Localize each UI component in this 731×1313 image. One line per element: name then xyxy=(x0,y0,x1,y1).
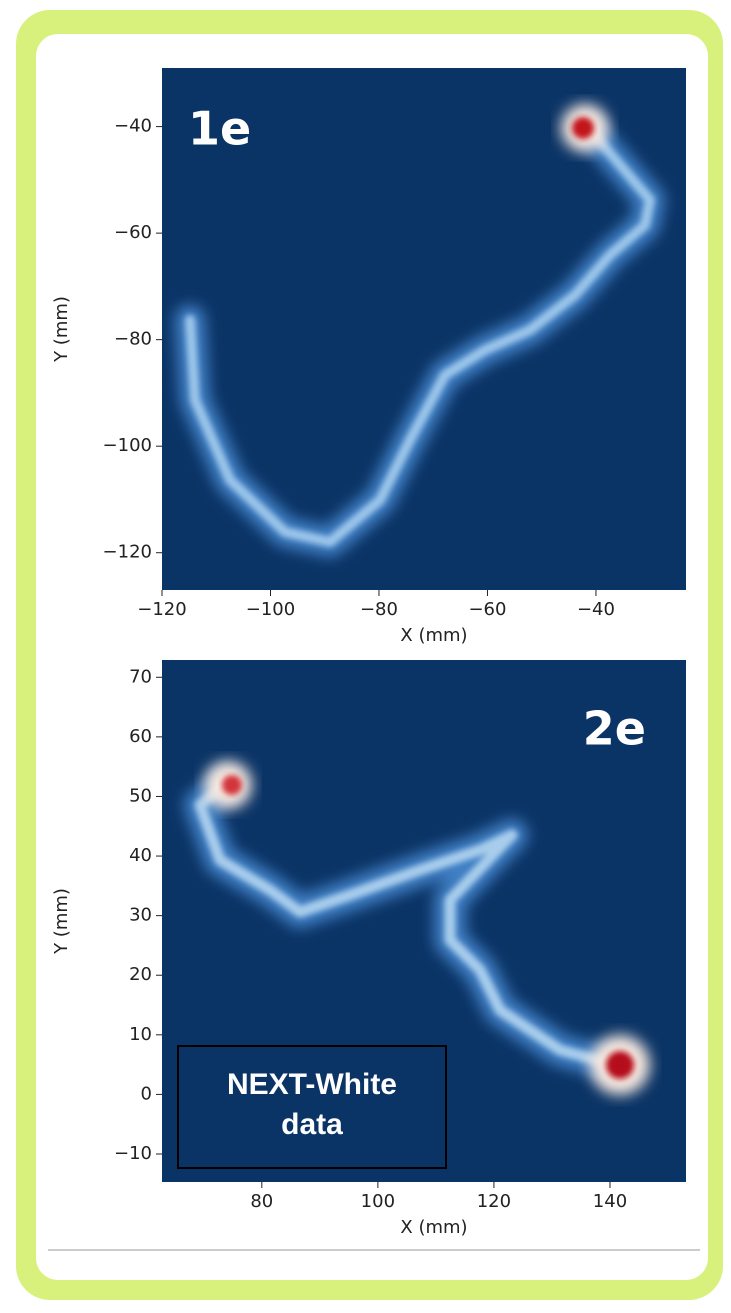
y-tick-label: 30 xyxy=(129,905,152,926)
annotation: data xyxy=(281,1108,343,1141)
y-tick-label: 50 xyxy=(129,785,152,806)
x-tick-label: −80 xyxy=(360,599,398,620)
x-tick-label: 80 xyxy=(250,1191,273,1212)
x-tick-label: 100 xyxy=(361,1191,395,1212)
page: −120−100−80−60−40−40−60−80−100−120X (mm)… xyxy=(0,0,731,1309)
y-tick-label: 40 xyxy=(129,845,152,866)
y-tick-label: 10 xyxy=(129,1024,152,1045)
y-tick-label: −60 xyxy=(114,222,152,243)
panel-label: 1e xyxy=(188,102,251,156)
y-axis-label: Y (mm) xyxy=(51,888,72,955)
y-tick-label: 0 xyxy=(141,1083,152,1104)
y-tick-label: −10 xyxy=(114,1143,152,1164)
y-axis-label: Y (mm) xyxy=(51,296,72,363)
y-tick-label: 70 xyxy=(129,666,152,687)
y-tick-label: −120 xyxy=(103,542,152,563)
x-tick-label: −60 xyxy=(468,599,506,620)
x-tick-label: 140 xyxy=(593,1191,627,1212)
y-tick-label: 60 xyxy=(129,726,152,747)
x-axis-label: X (mm) xyxy=(400,1217,467,1238)
x-tick-label: −40 xyxy=(577,599,615,620)
figure: −120−100−80−60−40−40−60−80−100−120X (mm)… xyxy=(0,0,731,1309)
x-axis-label: X (mm) xyxy=(400,625,467,646)
x-tick-label: 120 xyxy=(477,1191,511,1212)
y-tick-label: −40 xyxy=(114,116,152,137)
panel-label: 2e xyxy=(583,702,646,756)
y-tick-label: −100 xyxy=(103,435,152,456)
x-tick-label: −120 xyxy=(137,599,186,620)
annotation: NEXT-White xyxy=(227,1068,397,1101)
x-tick-label: −100 xyxy=(246,599,295,620)
y-tick-label: 20 xyxy=(129,964,152,985)
y-tick-label: −80 xyxy=(114,329,152,350)
